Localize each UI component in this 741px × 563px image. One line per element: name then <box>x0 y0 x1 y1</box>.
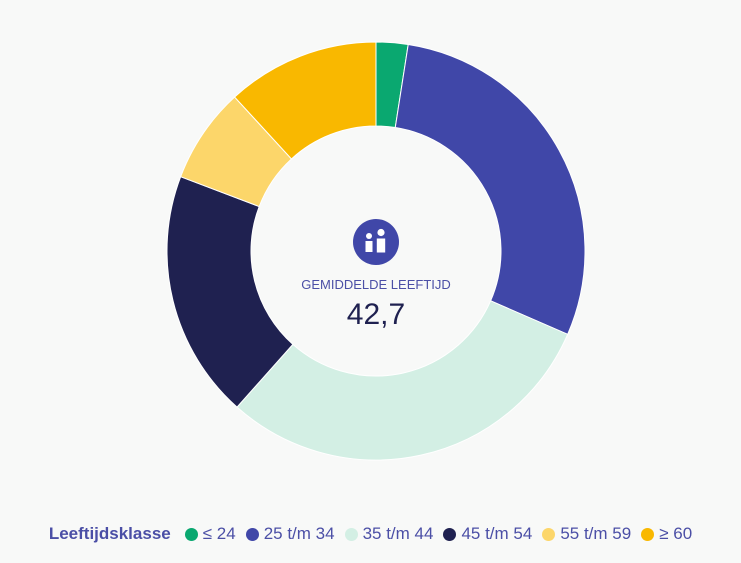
donut-slices <box>166 41 586 461</box>
donut-slice-2[interactable] <box>236 300 569 461</box>
legend-label: ≥ 60 <box>659 524 693 543</box>
legend-dot <box>641 527 655 541</box>
legend: Leeftijdsklasse ≤ 24 25 t/m 34 35 t/m 44… <box>0 522 741 546</box>
legend-label: 35 t/m 44 <box>362 524 434 543</box>
legend-item-35-44[interactable]: 35 t/m 44 <box>344 524 434 544</box>
center-label: GEMIDDELDE LEEFTIJD <box>301 277 451 292</box>
people-icon <box>365 228 386 253</box>
legend-item-25-34[interactable]: 25 t/m 34 <box>245 524 335 544</box>
donut-slice-5[interactable] <box>233 41 377 160</box>
legend-dot <box>344 527 358 541</box>
legend-item-le-24[interactable]: ≤ 24 <box>184 524 236 544</box>
legend-label: ≤ 24 <box>202 524 236 543</box>
legend-dot <box>542 527 556 541</box>
legend-label: 55 t/m 59 <box>560 524 632 543</box>
legend-title: Leeftijdsklasse <box>48 524 171 543</box>
legend-item-45-54[interactable]: 45 t/m 54 <box>443 524 532 544</box>
legend-dot <box>245 527 259 541</box>
donut-slice-1[interactable] <box>394 43 586 335</box>
legend-label: 25 t/m 34 <box>263 524 335 543</box>
legend-dot <box>184 527 198 541</box>
legend-item-ge-60[interactable]: ≥ 60 <box>641 524 692 544</box>
legend-label: 45 t/m 54 <box>461 524 533 543</box>
center-value: 42,7 <box>347 298 405 331</box>
legend-item-55-59[interactable]: 55 t/m 59 <box>542 524 631 544</box>
legend-dot <box>443 527 457 541</box>
center-icon-group <box>353 219 399 265</box>
people-icon-background <box>353 219 399 265</box>
